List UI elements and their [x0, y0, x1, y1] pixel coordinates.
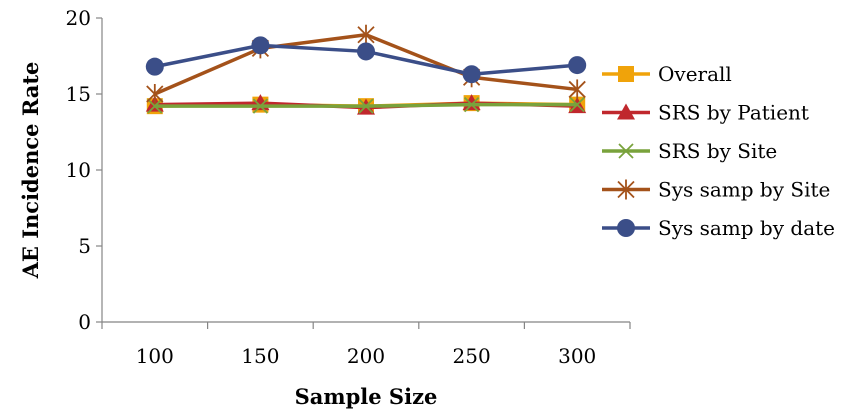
data-point: [251, 36, 270, 55]
y-axis-title: AE Incidence Rate: [18, 62, 43, 280]
x-tick-label: 100: [136, 344, 174, 368]
data-point: [568, 79, 586, 100]
axes: [101, 18, 630, 323]
x-tick-label: 250: [453, 344, 491, 368]
y-tick-label: 20: [66, 6, 91, 30]
x-ticks: 100 150 200 250 300: [101, 322, 631, 368]
data-point: [147, 98, 163, 114]
y-tick-label: 0: [78, 310, 91, 334]
legend-marker: [618, 66, 634, 82]
x-tick-label: 200: [347, 344, 385, 368]
legend-marker: [618, 143, 634, 159]
legend-marker: [617, 103, 635, 120]
y-tick-label: 10: [66, 158, 91, 182]
legend-item: Sys samp by Site: [602, 178, 830, 202]
legend-label: Sys samp by Site: [658, 178, 830, 202]
data-point: [357, 42, 375, 61]
legend-marker: [617, 179, 635, 200]
series-sys-samp-by-site: [146, 24, 586, 104]
legend-marker: [617, 219, 635, 237]
x-axis-title: Sample Size: [295, 384, 438, 409]
legend-item: SRS by Site: [602, 139, 777, 163]
data-point: [462, 65, 481, 84]
plot-area: [145, 24, 587, 115]
y-tick-label: 5: [78, 234, 91, 258]
data-point: [568, 56, 587, 75]
data-point: [252, 98, 269, 114]
legend-label: Sys samp by date: [658, 216, 835, 240]
legend: Overall SRS by Patient SRS by Site Sys samp…: [602, 62, 835, 240]
x-tick-label: 150: [241, 344, 279, 368]
data-point: [463, 97, 480, 113]
data-point: [358, 98, 374, 114]
legend-item: Sys samp by date: [602, 216, 835, 240]
legend-label: SRS by Site: [658, 139, 777, 163]
y-tick-label: 15: [66, 82, 91, 106]
legend-item: Overall: [602, 62, 732, 86]
legend-label: Overall: [658, 62, 732, 86]
data-point: [357, 24, 375, 45]
x-tick-label: 300: [558, 344, 596, 368]
y-ticks: 0 5 10 15 20: [66, 6, 102, 334]
legend-item: SRS by Patient: [602, 101, 809, 125]
series-sys-samp-by-date: [145, 36, 587, 84]
data-point: [569, 97, 585, 113]
series-srs-by-site: [147, 97, 585, 114]
legend-label: SRS by Patient: [658, 101, 809, 125]
data-point: [146, 84, 164, 104]
data-point: [145, 57, 164, 76]
